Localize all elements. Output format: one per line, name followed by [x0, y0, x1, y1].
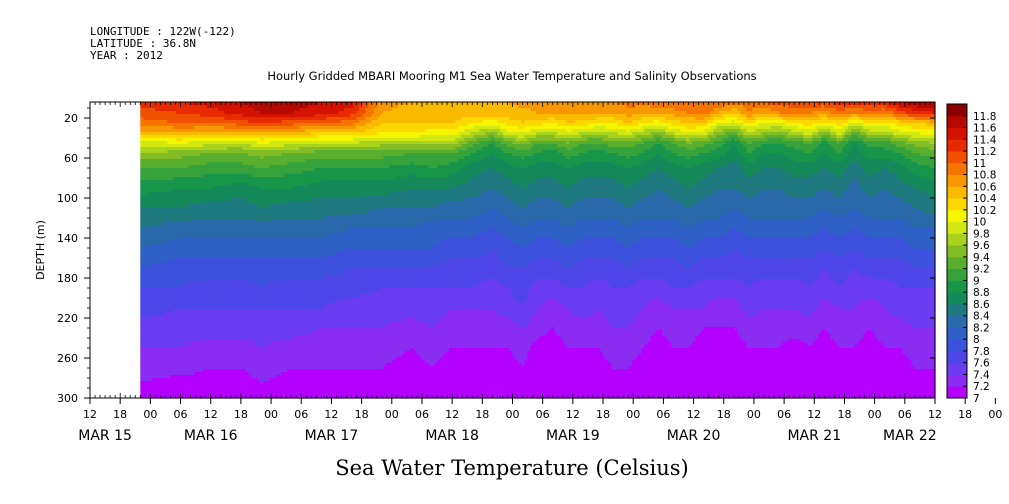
temperature-chart: LONGITUDE : 122W(-122) LATITUDE : 36.8N …	[0, 0, 1009, 504]
year-label: YEAR : 2012	[90, 49, 163, 62]
temperature-heatmap	[140, 102, 935, 399]
chart-title: Hourly Gridded MBARI Mooring M1 Sea Wate…	[267, 69, 756, 83]
